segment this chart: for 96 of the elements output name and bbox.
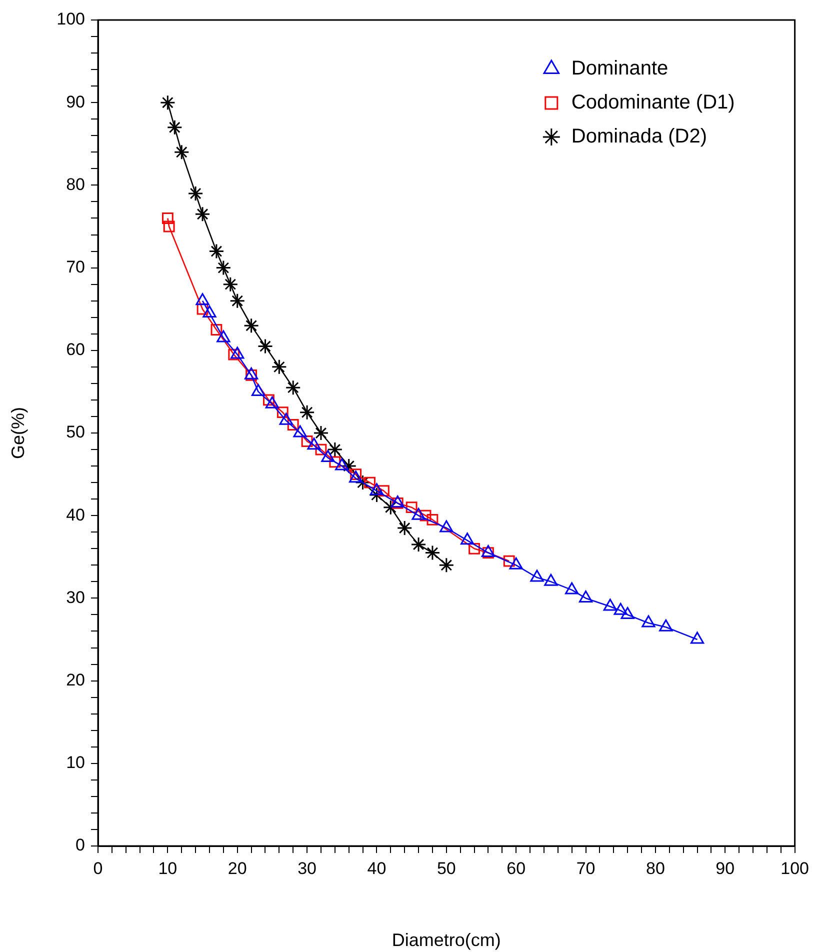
point (216, 330, 230, 342)
x-tick-label: 20 (228, 858, 247, 878)
x-tick-label: 0 (93, 858, 103, 878)
legend-label: Codominante (D1) (571, 92, 735, 114)
x-tick-label: 70 (576, 858, 596, 878)
point (378, 485, 390, 497)
point (327, 442, 343, 458)
x-tick-label: 50 (436, 858, 456, 878)
y-tick-label: 60 (66, 340, 85, 360)
y-tick-label: 30 (66, 588, 85, 607)
point (222, 276, 238, 292)
point (364, 476, 376, 488)
point (301, 436, 313, 447)
point (244, 318, 260, 334)
point (166, 120, 182, 136)
point (210, 324, 222, 336)
point (285, 380, 301, 396)
x-tick-label: 60 (506, 858, 526, 878)
point (335, 458, 349, 470)
point (620, 606, 634, 619)
x-tick-label: 10 (158, 858, 178, 878)
point (279, 412, 293, 425)
point (412, 508, 426, 520)
point (460, 532, 474, 545)
x-tick-label: 90 (716, 858, 735, 878)
point (287, 419, 299, 430)
point (509, 557, 523, 570)
point (307, 438, 321, 450)
point (424, 545, 440, 561)
point (230, 293, 246, 309)
point (174, 144, 190, 160)
point (341, 458, 357, 474)
point (276, 406, 288, 418)
point (410, 536, 426, 552)
y-tick-label: 0 (76, 836, 85, 855)
point (329, 456, 341, 468)
x-tick-label: 30 (298, 858, 317, 878)
legend-label: Dominante (571, 58, 668, 80)
point (426, 514, 438, 526)
point (578, 590, 593, 602)
y-tick-label: 20 (66, 670, 85, 690)
point (350, 468, 362, 480)
y-tick-label: 10 (66, 753, 85, 772)
y-tick-label: 70 (66, 257, 85, 276)
point (370, 483, 384, 496)
point (293, 425, 307, 438)
point (299, 404, 315, 420)
point (228, 348, 240, 360)
point (565, 582, 579, 594)
point (420, 510, 432, 522)
y-tick-label: 100 (56, 10, 85, 29)
y-tick-label: 90 (66, 92, 85, 112)
point (162, 212, 174, 224)
point (265, 396, 280, 408)
point (614, 602, 628, 615)
point (382, 500, 398, 516)
point (659, 619, 673, 632)
y-tick-label: 40 (66, 505, 85, 524)
point (216, 260, 232, 276)
point (163, 220, 175, 232)
point (438, 557, 454, 573)
point (349, 470, 363, 483)
point (642, 615, 656, 628)
point (355, 474, 371, 490)
y-tick-label: 80 (66, 174, 85, 194)
point (315, 444, 327, 456)
point (194, 206, 210, 222)
point (208, 244, 224, 260)
legend-label: Dominada (D2) (571, 126, 708, 148)
point (271, 359, 287, 375)
point (468, 542, 480, 554)
point (503, 555, 515, 567)
x-tick-label: 40 (367, 858, 386, 878)
x-tick-label: 80 (646, 858, 665, 878)
point (690, 632, 704, 644)
x-axis-title: Diametro(cm) (392, 930, 501, 950)
x-tick-label: 100 (780, 858, 810, 878)
point (263, 394, 274, 406)
point (188, 186, 204, 202)
point (603, 598, 617, 611)
point (530, 570, 544, 582)
point (257, 338, 273, 354)
point (440, 520, 454, 532)
point (390, 495, 404, 508)
point (392, 498, 404, 509)
point (251, 384, 266, 396)
point (321, 450, 335, 462)
point (196, 293, 210, 306)
point (160, 94, 176, 110)
y-tick-label: 50 (66, 422, 85, 442)
y-axis-title: Ge(%) (8, 406, 28, 460)
point (313, 425, 329, 441)
point (396, 520, 412, 536)
point (406, 502, 418, 514)
point (230, 346, 244, 359)
point (544, 574, 558, 586)
